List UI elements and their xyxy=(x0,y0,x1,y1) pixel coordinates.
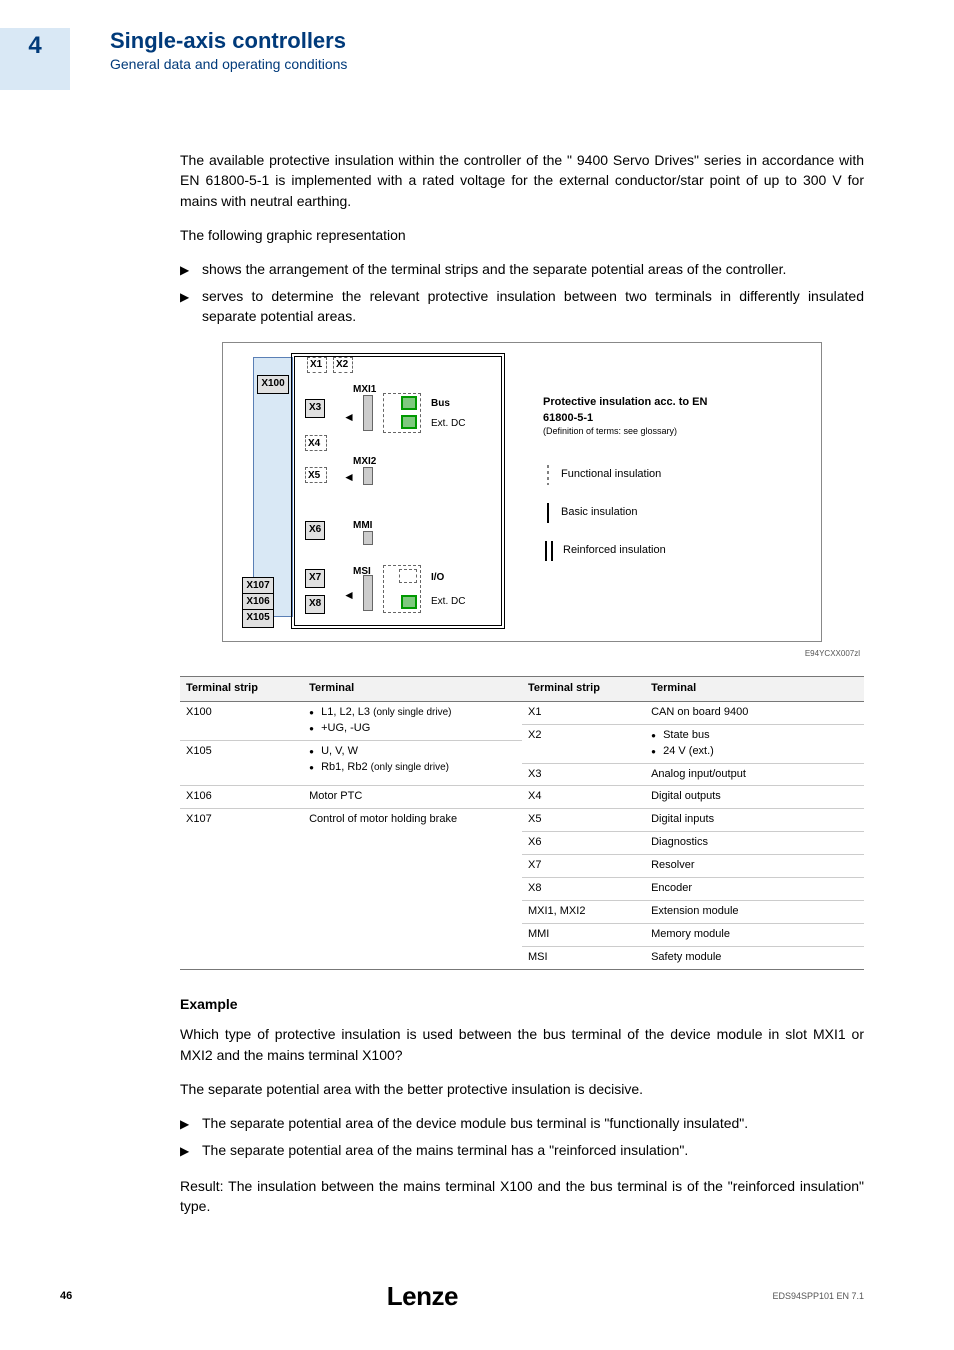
intro-paragraph-2: The following graphic representation xyxy=(180,225,864,245)
label-extdc-1: Ext. DC xyxy=(431,417,465,432)
legend-basic-text: Basic insulation xyxy=(561,505,637,521)
th-term-1: Terminal xyxy=(303,676,522,701)
legend-basic: Basic insulation xyxy=(543,503,637,523)
triangle-icon: ▶ xyxy=(180,286,202,327)
terminal-table: Terminal strip Terminal Terminal strip T… xyxy=(180,676,864,970)
conn-x100: X100 xyxy=(257,375,289,394)
label-x5: X5 xyxy=(308,469,320,484)
label-x3: X3 xyxy=(305,399,325,418)
insulation-diagram: X100 X107 X106 X105 X1 X2 X3 X4 X5 X6 X7… xyxy=(222,342,822,642)
legend-reinforced: Reinforced insulation xyxy=(543,541,666,561)
intro-bullet-1-text: shows the arrangement of the terminal st… xyxy=(202,259,864,279)
chapter-number: 4 xyxy=(28,32,41,60)
figure-reference: E94YCXX007zl xyxy=(180,648,864,660)
triangle-icon: ▶ xyxy=(180,1140,202,1160)
example-bullet-1-text: The separate potential area of the devic… xyxy=(202,1113,864,1133)
label-x1: X1 xyxy=(310,358,322,373)
intro-bullets: ▶ shows the arrangement of the terminal … xyxy=(180,259,864,326)
th-term-2: Terminal xyxy=(645,676,864,701)
example-heading: Example xyxy=(180,994,864,1014)
page-title: Single-axis controllers xyxy=(110,28,347,54)
document-reference: EDS94SPP101 EN 7.1 xyxy=(772,1291,864,1301)
chapter-bar: 4 xyxy=(0,28,70,90)
label-bus: Bus xyxy=(431,397,450,412)
conn-x105: X105 xyxy=(242,609,274,628)
brand-logo: Lenze xyxy=(387,1281,458,1312)
example-p1: Which type of protective insulation is u… xyxy=(180,1024,864,1065)
th-strip-1: Terminal strip xyxy=(180,676,303,701)
example-p3: Result: The insulation between the mains… xyxy=(180,1176,864,1217)
legend-functional-text: Functional insulation xyxy=(561,467,661,483)
example-bullet-1: ▶ The separate potential area of the dev… xyxy=(180,1113,864,1133)
legend-title: Protective insulation acc. to EN 61800-5… xyxy=(543,395,743,427)
triangle-icon: ▶ xyxy=(180,1113,202,1133)
label-x8: X8 xyxy=(305,595,325,614)
page-footer: 46 Lenze EDS94SPP101 EN 7.1 xyxy=(0,1231,954,1342)
example-bullets: ▶ The separate potential area of the dev… xyxy=(180,1113,864,1160)
example-p2: The separate potential area with the bet… xyxy=(180,1079,864,1099)
label-x7: X7 xyxy=(305,569,325,588)
intro-paragraph-1: The available protective insulation with… xyxy=(180,150,864,211)
example-bullet-2-text: The separate potential area of the mains… xyxy=(202,1140,864,1160)
page-number: 46 xyxy=(60,1290,72,1302)
th-strip-2: Terminal strip xyxy=(522,676,645,701)
label-extdc-2: Ext. DC xyxy=(431,595,465,610)
example-bullet-2: ▶ The separate potential area of the mai… xyxy=(180,1140,864,1160)
label-x2: X2 xyxy=(336,358,348,373)
label-x4: X4 xyxy=(308,437,320,452)
header-text-block: Single-axis controllers General data and… xyxy=(70,28,347,72)
legend-reinforced-text: Reinforced insulation xyxy=(563,543,666,559)
intro-bullet-1: ▶ shows the arrangement of the terminal … xyxy=(180,259,864,279)
page-subtitle: General data and operating conditions xyxy=(110,56,347,72)
page-header: 4 Single-axis controllers General data a… xyxy=(0,0,954,90)
intro-bullet-2-text: serves to determine the relevant protect… xyxy=(202,286,864,327)
legend-subtitle: (Definition of terms: see glossary) xyxy=(543,425,677,438)
label-io: I/O xyxy=(431,571,444,586)
triangle-icon: ▶ xyxy=(180,259,202,279)
legend-functional: Functional insulation xyxy=(543,465,661,485)
label-x6: X6 xyxy=(305,521,325,540)
intro-bullet-2: ▶ serves to determine the relevant prote… xyxy=(180,286,864,327)
